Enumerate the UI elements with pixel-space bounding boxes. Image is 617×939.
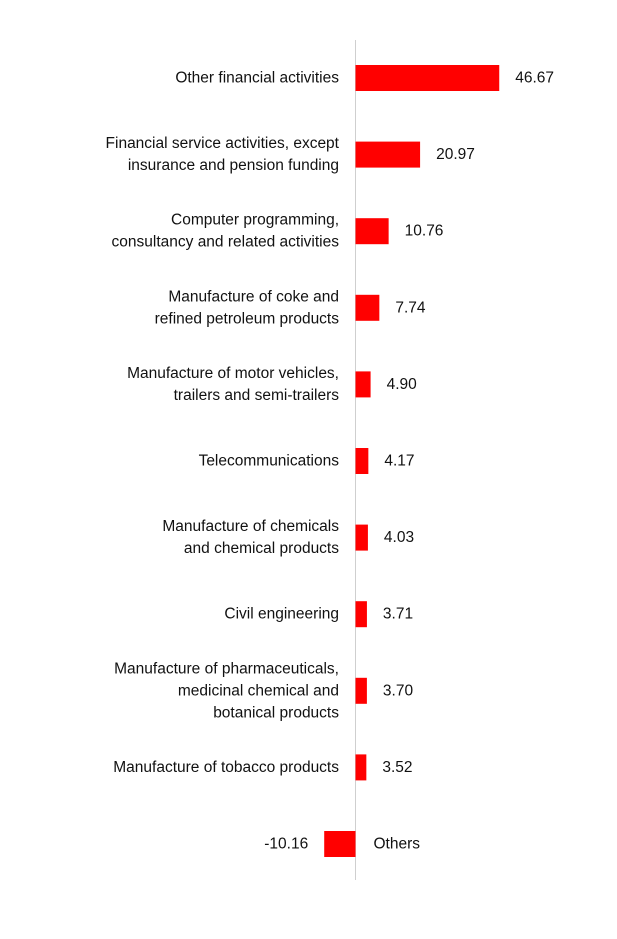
category-label-6: Manufacture of chemicals and chemical pro… [162, 518, 339, 557]
category-label-line: consultancy and related activities [112, 234, 340, 251]
value-label-8: 3.70 [383, 682, 414, 699]
category-label-3: Manufacture of coke and refined petroleum… [155, 288, 340, 327]
bar-10 [324, 831, 356, 857]
bar-8 [355, 677, 367, 704]
category-label-line: Others [374, 836, 421, 853]
value-label-4: 4.90 [387, 376, 418, 393]
category-label-line: Manufacture of coke and [168, 288, 339, 305]
bar-6 [355, 524, 368, 551]
bar-7 [355, 601, 367, 628]
bar-4 [355, 371, 371, 398]
category-label-5: Telecommunications [199, 453, 340, 470]
category-label-0: Other financial activities [175, 70, 339, 87]
value-label-6: 4.03 [384, 529, 414, 546]
category-label-line: Manufacture of chemicals [162, 518, 339, 535]
category-label-9: Manufacture of tobacco products [113, 759, 339, 776]
value-label-7: 3.71 [383, 606, 413, 623]
bar-5 [355, 448, 369, 474]
category-label-line: and chemical products [184, 540, 339, 557]
category-label-7: Civil engineering [224, 606, 339, 623]
category-label-line: Manufacture of motor vehicles, [127, 365, 339, 382]
value-label-9: 3.52 [382, 759, 412, 776]
category-label-line: Other financial activities [175, 70, 339, 87]
bar-2 [355, 218, 389, 245]
value-label-1: 20.97 [436, 146, 475, 163]
category-label-line: Civil engineering [224, 606, 339, 623]
value-label-3: 7.74 [395, 299, 426, 316]
value-label-0: 46.67 [515, 70, 554, 87]
value-label-2: 10.76 [405, 223, 444, 240]
category-label-line: trailers and semi-trailers [174, 387, 340, 404]
bar-9 [355, 754, 367, 781]
bar-1 [355, 141, 421, 168]
category-label-line: Computer programming, [171, 212, 339, 229]
bar-0 [355, 65, 500, 91]
value-label-5: 4.17 [384, 453, 414, 470]
category-label-line: Financial service activities, except [106, 135, 340, 152]
bar-3 [355, 294, 380, 321]
category-label-1: Financial service activities, except insu… [106, 135, 340, 174]
category-label-line: botanical products [213, 704, 339, 721]
category-label-8: Manufacture of pharmaceuticals, medicinal… [114, 660, 339, 721]
category-label-line: Telecommunications [199, 453, 340, 470]
category-label-4: Manufacture of motor vehicles, trailers a… [127, 365, 339, 404]
category-label-line: Manufacture of pharmaceuticals, [114, 660, 339, 677]
category-label-2: Computer programming, consultancy and rel… [112, 212, 340, 251]
category-label-line: medicinal chemical and [178, 682, 339, 699]
category-label-line: Manufacture of tobacco products [113, 759, 339, 776]
chart-marks: 46.67 Other financial activities 20.97 Fina… [106, 65, 554, 857]
category-label-10: Others [374, 836, 421, 853]
category-label-line: refined petroleum products [155, 310, 340, 327]
category-label-line: insurance and pension funding [128, 157, 339, 174]
value-label-10: -10.16 [264, 836, 308, 853]
